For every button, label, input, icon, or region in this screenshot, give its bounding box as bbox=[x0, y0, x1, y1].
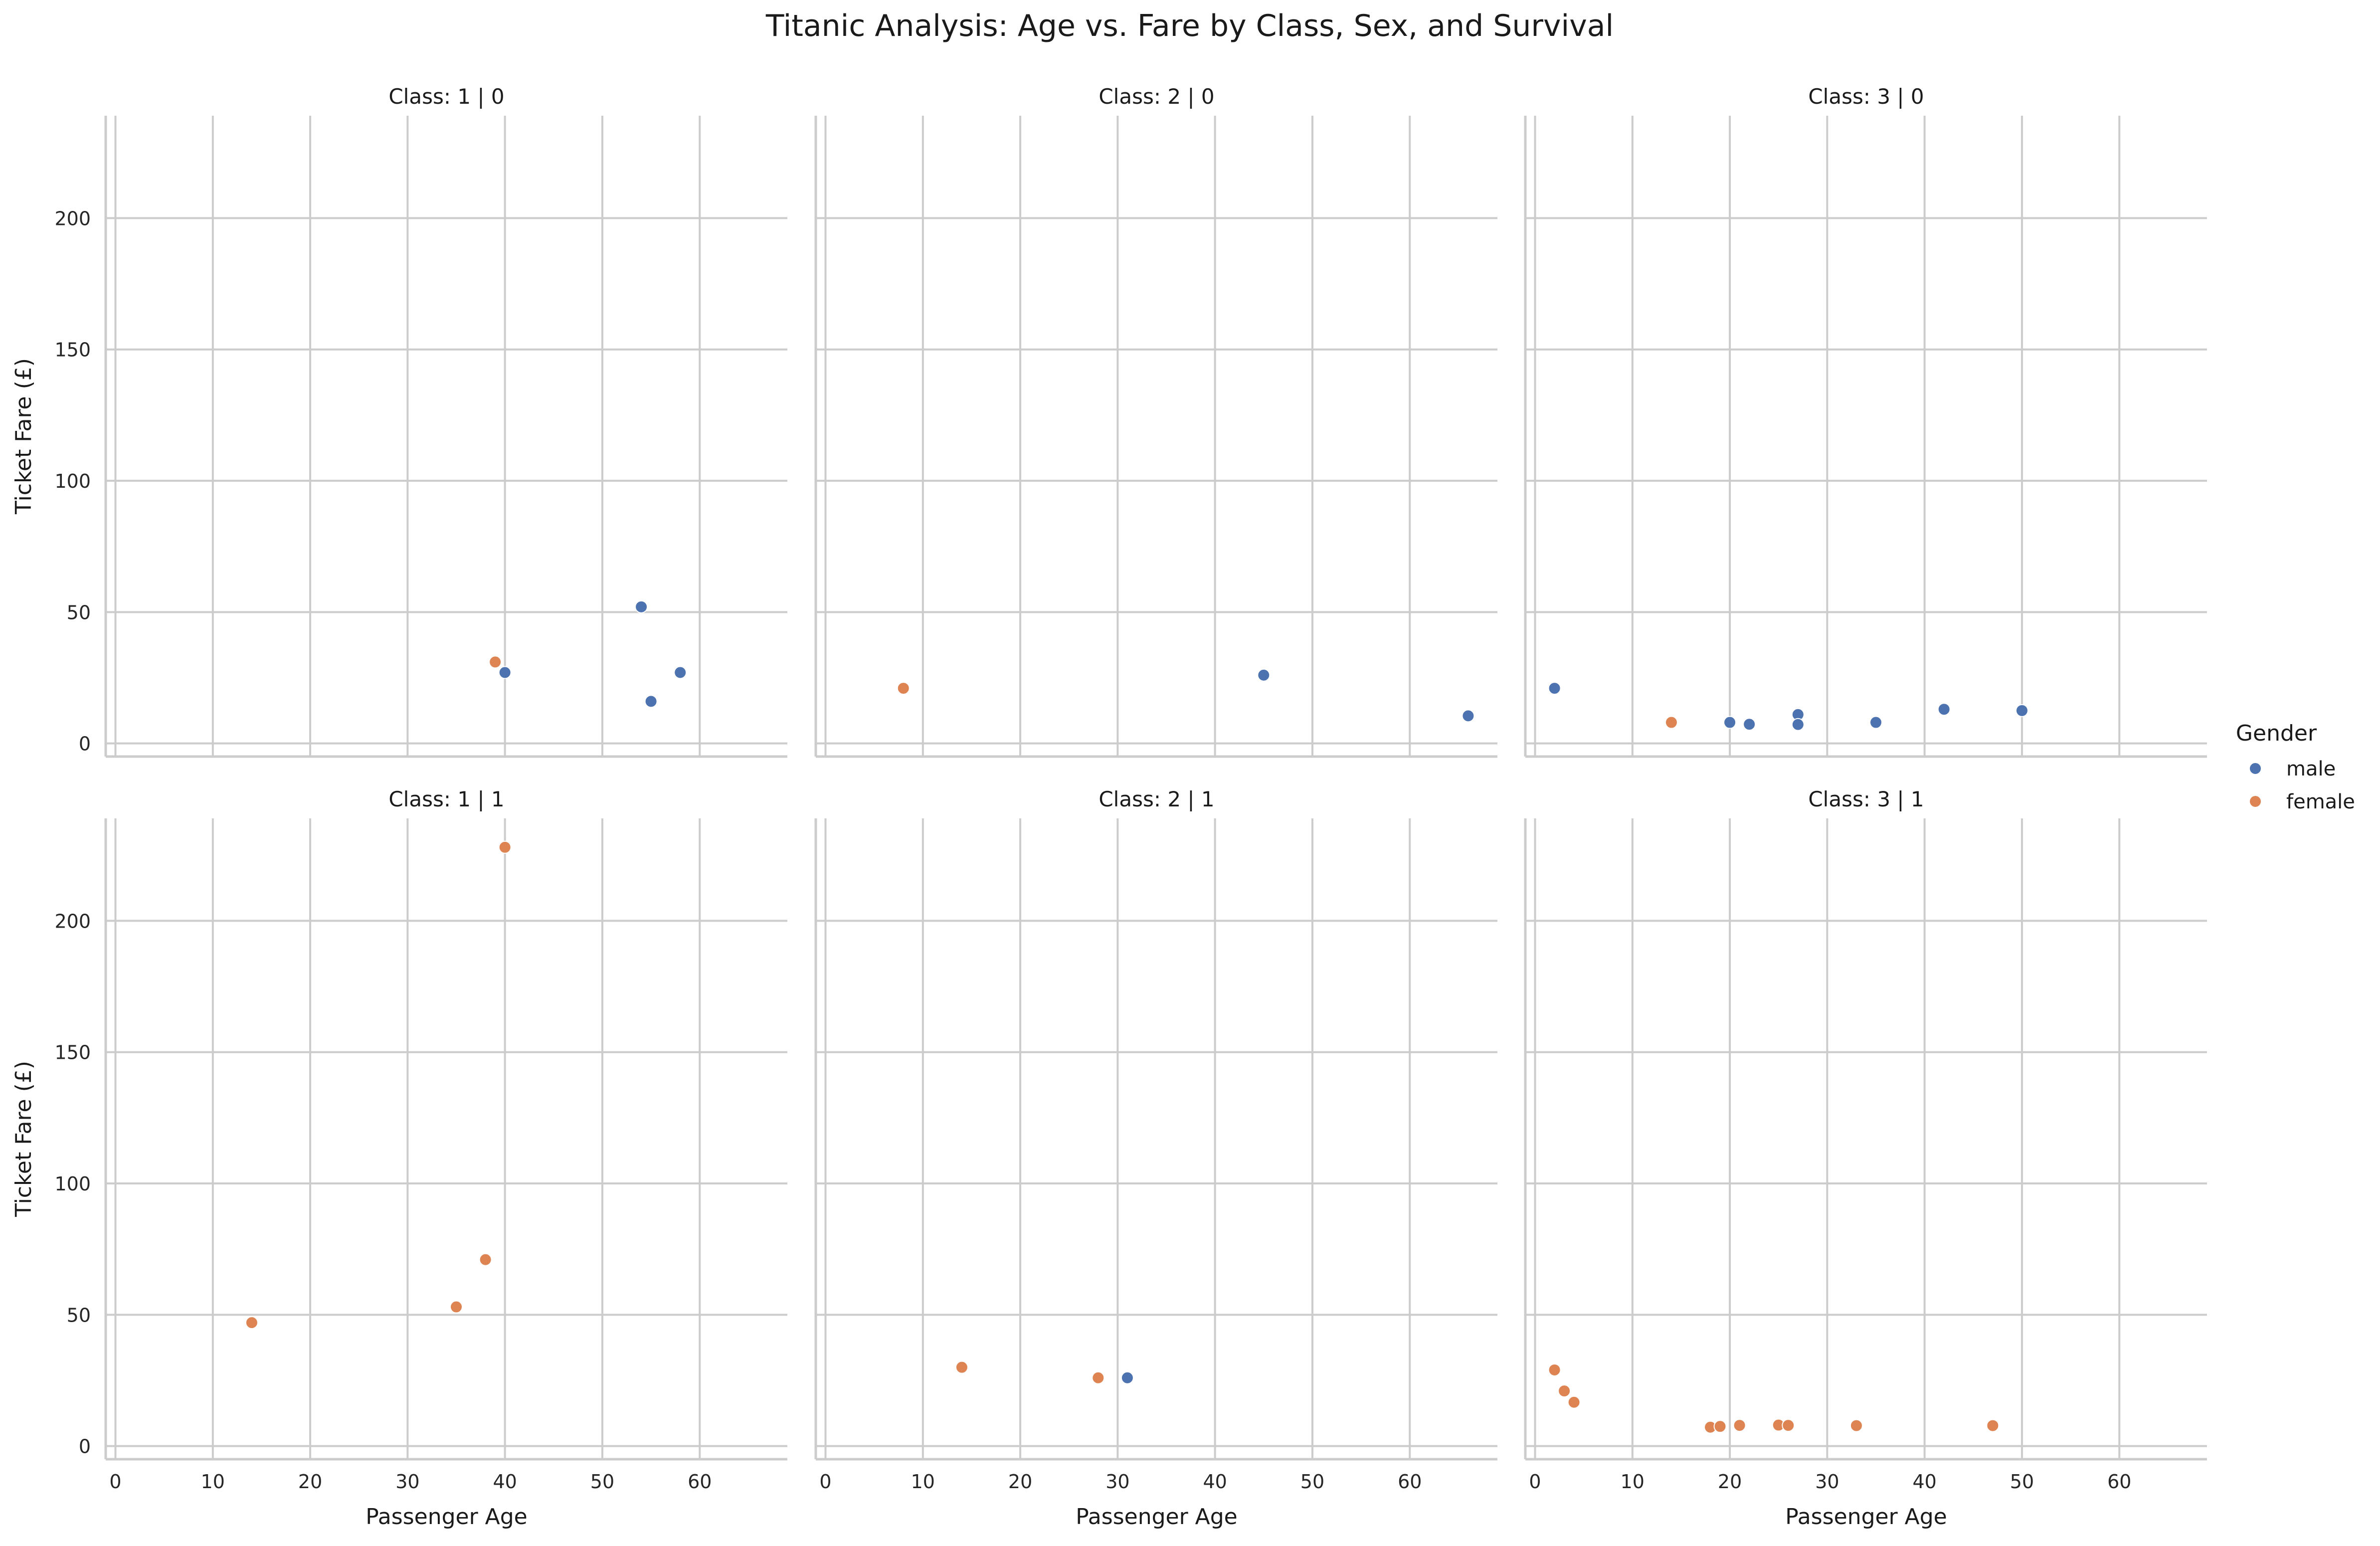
x-tick-label: 50 bbox=[1300, 1471, 1324, 1493]
x-tick-label: 10 bbox=[1621, 1471, 1645, 1493]
x-tick-label: 60 bbox=[688, 1471, 712, 1493]
x-tick-label: 20 bbox=[1718, 1471, 1742, 1493]
x-tick-label: 30 bbox=[1815, 1471, 1839, 1493]
x-tick-label: 30 bbox=[1105, 1471, 1129, 1493]
x-axis-label: Passenger Age bbox=[1076, 1504, 1238, 1530]
panel-title: Class: 2 | 0 bbox=[1098, 84, 1214, 109]
data-point-female bbox=[489, 655, 502, 669]
data-point-male bbox=[1462, 709, 1475, 723]
y-tick-label: 150 bbox=[54, 1042, 91, 1064]
data-point-female bbox=[479, 1253, 492, 1266]
data-point-female bbox=[1782, 1419, 1795, 1432]
y-axis-label: Ticket Fare (£) bbox=[11, 358, 36, 515]
data-point-female bbox=[1548, 1363, 1561, 1376]
data-point-male bbox=[1743, 718, 1756, 731]
x-tick-label: 60 bbox=[2107, 1471, 2131, 1493]
y-tick-label: 50 bbox=[67, 1304, 91, 1326]
x-tick-label: 40 bbox=[1912, 1471, 1936, 1493]
data-point-female bbox=[897, 682, 910, 695]
data-point-female bbox=[245, 1316, 258, 1330]
legend-marker-male bbox=[2249, 762, 2262, 775]
data-point-male bbox=[635, 600, 648, 613]
data-point-female bbox=[1567, 1395, 1581, 1409]
y-tick-label: 200 bbox=[54, 910, 91, 932]
x-tick-label: 20 bbox=[298, 1471, 322, 1493]
y-tick-label: 0 bbox=[79, 733, 91, 755]
data-point-male bbox=[1723, 716, 1737, 729]
x-tick-label: 10 bbox=[911, 1471, 935, 1493]
data-point-female bbox=[955, 1360, 968, 1374]
legend-marker-female bbox=[2249, 795, 2262, 808]
chart-title: Titanic Analysis: Age vs. Fare by Class,… bbox=[765, 8, 1614, 43]
data-point-male bbox=[644, 695, 658, 708]
legend-title: Gender bbox=[2236, 721, 2317, 746]
data-point-male bbox=[1548, 682, 1561, 695]
x-axis-label: Passenger Age bbox=[1785, 1504, 1947, 1530]
x-tick-label: 10 bbox=[201, 1471, 225, 1493]
x-tick-label: 50 bbox=[2010, 1471, 2034, 1493]
x-tick-label: 40 bbox=[493, 1471, 517, 1493]
data-point-female bbox=[1733, 1419, 1746, 1432]
x-tick-label: 0 bbox=[819, 1471, 831, 1493]
data-point-female bbox=[1713, 1420, 1727, 1433]
y-tick-label: 50 bbox=[67, 601, 91, 623]
data-point-male bbox=[1869, 716, 1883, 729]
x-tick-label: 50 bbox=[590, 1471, 614, 1493]
y-tick-label: 100 bbox=[54, 470, 91, 492]
data-point-female bbox=[498, 840, 512, 854]
data-point-male bbox=[2015, 704, 2028, 717]
y-tick-label: 150 bbox=[54, 339, 91, 361]
panel-title: Class: 3 | 1 bbox=[1808, 787, 1924, 811]
panel-title: Class: 2 | 1 bbox=[1098, 787, 1214, 811]
data-point-male bbox=[674, 666, 687, 679]
data-point-male bbox=[498, 666, 512, 679]
data-point-male bbox=[1257, 668, 1271, 682]
x-tick-label: 40 bbox=[1203, 1471, 1227, 1493]
y-tick-label: 100 bbox=[54, 1173, 91, 1195]
x-tick-label: 60 bbox=[1398, 1471, 1422, 1493]
legend-label-male: male bbox=[2286, 758, 2336, 780]
panel-title: Class: 3 | 0 bbox=[1808, 84, 1924, 109]
y-tick-label: 0 bbox=[79, 1436, 91, 1458]
x-tick-label: 0 bbox=[109, 1471, 121, 1493]
data-point-female bbox=[1092, 1371, 1105, 1384]
data-point-male bbox=[1937, 703, 1951, 716]
x-tick-label: 0 bbox=[1529, 1471, 1541, 1493]
x-axis-label: Passenger Age bbox=[366, 1504, 528, 1530]
panel-title: Class: 1 | 0 bbox=[388, 84, 504, 109]
data-point-female bbox=[450, 1300, 463, 1314]
data-point-male bbox=[1120, 1371, 1134, 1384]
y-axis-label: Ticket Fare (£) bbox=[11, 1061, 36, 1217]
data-point-female bbox=[1664, 716, 1678, 729]
x-tick-label: 30 bbox=[395, 1471, 419, 1493]
data-point-female bbox=[1986, 1419, 2000, 1432]
panel-title: Class: 1 | 1 bbox=[388, 787, 504, 811]
y-tick-label: 200 bbox=[54, 207, 91, 229]
data-point-female bbox=[1849, 1419, 1863, 1432]
x-tick-label: 20 bbox=[1008, 1471, 1032, 1493]
legend-label-female: female bbox=[2286, 790, 2355, 813]
data-point-female bbox=[1558, 1384, 1571, 1398]
data-point-male bbox=[1791, 718, 1805, 731]
